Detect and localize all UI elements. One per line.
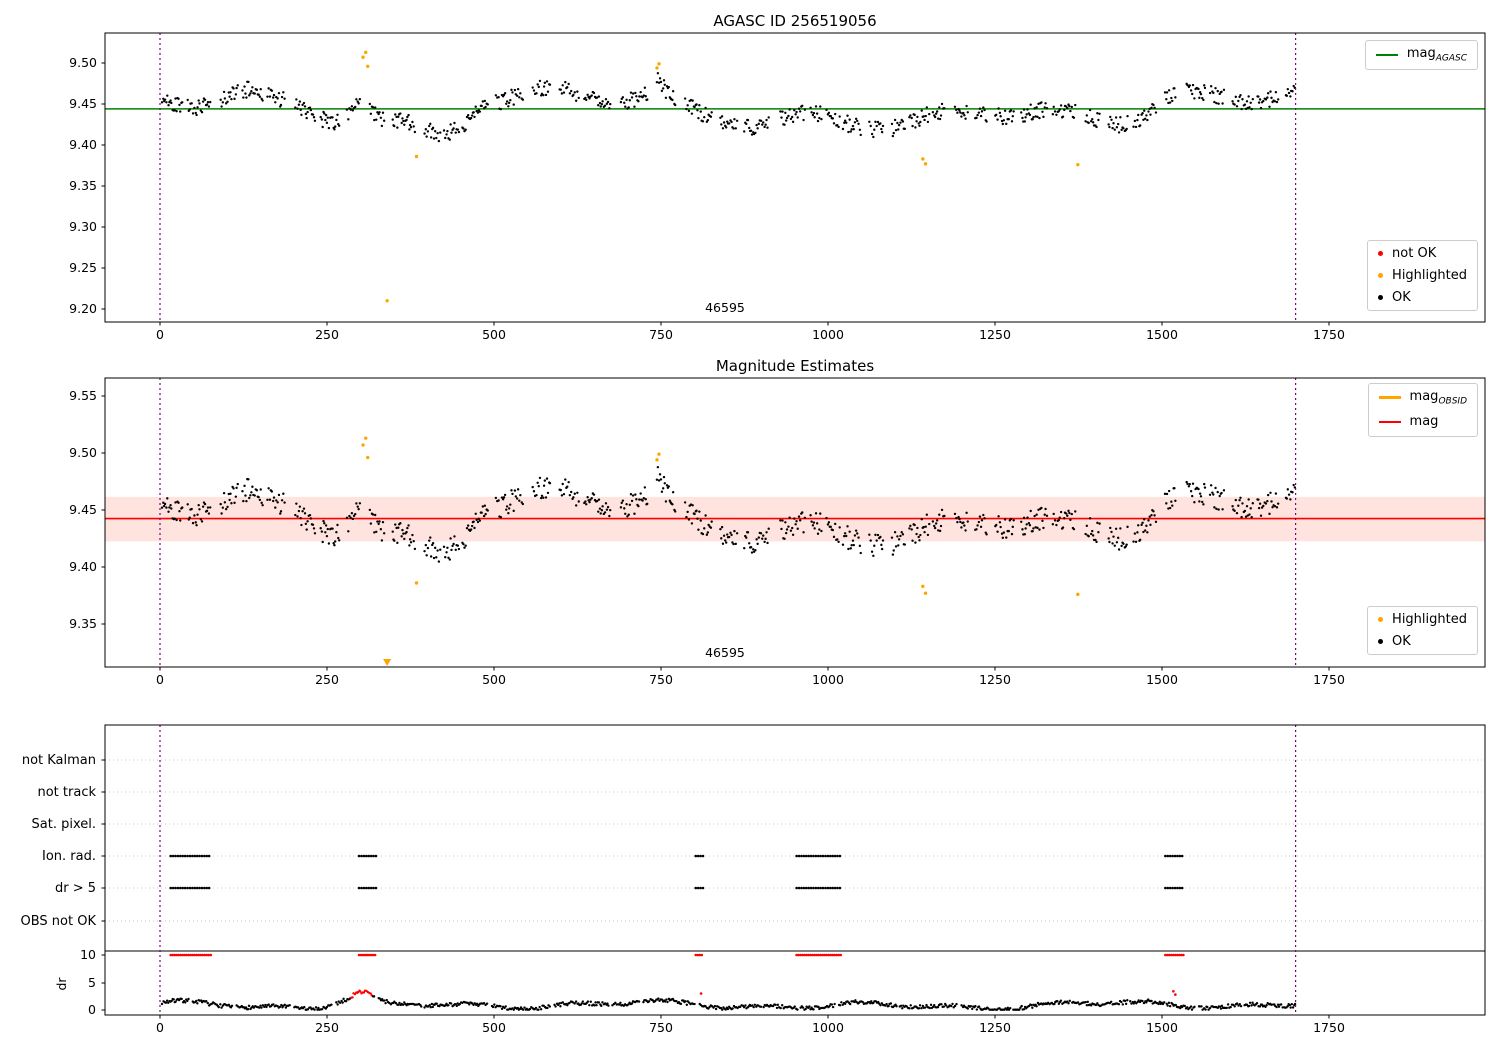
svg-text:500: 500 [482,672,506,687]
highlighted-marker-icon [1378,273,1384,278]
legend-item-mag: mag [1378,413,1467,432]
svg-text:0: 0 [156,1020,164,1035]
svg-text:9.50: 9.50 [69,445,97,460]
svg-text:750: 750 [649,1020,673,1035]
svg-text:0: 0 [88,1002,96,1017]
plot2-points-legend: Highlighted OK [1367,606,1478,655]
svg-text:250: 250 [315,672,339,687]
mag-line-swatch [1378,421,1401,424]
svg-text:9.55: 9.55 [69,388,97,403]
legend-item-highlighted: Highlighted [1378,268,1467,283]
mag-obsid-line-swatch [1378,396,1401,400]
legend-label-mag-agasc: magAGASC [1406,46,1467,64]
legend-item-not-ok: not OK [1378,246,1467,261]
legend-label-mag-obsid: magOBSID [1409,389,1467,407]
legend-label-mag: mag [1409,413,1439,429]
svg-text:1500: 1500 [1146,327,1178,342]
mag-agasc-line-swatch [1375,53,1398,56]
svg-text:9.25: 9.25 [69,260,97,275]
legend-item-mag-obsid: magOBSID [1378,389,1467,407]
svg-text:9.40: 9.40 [69,137,97,152]
svg-text:not track: not track [37,785,96,800]
svg-text:1750: 1750 [1313,327,1345,342]
svg-text:500: 500 [482,1020,506,1035]
svg-text:750: 750 [649,672,673,687]
svg-text:46595: 46595 [705,300,745,315]
svg-text:9.50: 9.50 [69,55,97,70]
svg-text:1000: 1000 [812,672,844,687]
plot2-title: Magnitude Estimates [715,357,875,375]
plot1-title: AGASC ID 256519056 [713,12,877,30]
svg-text:9.45: 9.45 [69,96,97,111]
legend-label-highlighted-2: Highlighted [1392,612,1467,627]
svg-text:1750: 1750 [1313,1020,1345,1035]
svg-text:9.35: 9.35 [69,178,97,193]
plot1-line-legend: magAGASC [1364,40,1478,70]
legend-label-ok: OK [1392,290,1411,305]
legend-item-highlighted-2: Highlighted [1378,612,1467,627]
svg-text:1250: 1250 [979,327,1011,342]
svg-text:1750: 1750 [1313,672,1345,687]
svg-text:250: 250 [315,1020,339,1035]
svg-text:1250: 1250 [979,1020,1011,1035]
svg-text:1000: 1000 [812,327,844,342]
svg-text:0: 0 [156,327,164,342]
svg-text:not Kalman: not Kalman [22,753,96,768]
plot2-line-legend: magOBSID mag [1367,383,1478,438]
not-ok-marker-icon [1378,251,1384,256]
svg-text:46595: 46595 [705,645,745,660]
svg-text:dr > 5: dr > 5 [55,881,96,896]
svg-text:1500: 1500 [1146,1020,1178,1035]
svg-text:1250: 1250 [979,672,1011,687]
svg-text:9.30: 9.30 [69,219,97,234]
ok-marker-icon [1378,295,1384,300]
svg-text:500: 500 [482,327,506,342]
svg-text:dr: dr [54,977,69,991]
legend-item-ok: OK [1378,290,1467,305]
svg-text:Ion. rad.: Ion. rad. [42,849,96,864]
svg-text:9.45: 9.45 [69,502,97,517]
plot1-points-legend: not OK Highlighted OK [1367,240,1478,311]
svg-text:5: 5 [88,975,96,990]
legend-item-mag-agasc: magAGASC [1375,46,1467,64]
legend-item-ok-2: OK [1378,634,1467,649]
svg-text:9.35: 9.35 [69,616,97,631]
svg-text:1000: 1000 [812,1020,844,1035]
svg-text:9.40: 9.40 [69,559,97,574]
svg-text:1500: 1500 [1146,672,1178,687]
legend-label-ok-2: OK [1392,634,1411,649]
svg-text:OBS not OK: OBS not OK [21,914,97,929]
svg-text:0: 0 [156,672,164,687]
highlighted-marker-icon [1378,617,1384,622]
svg-text:10: 10 [80,947,96,962]
svg-text:750: 750 [649,327,673,342]
ok-marker-icon [1378,639,1384,644]
svg-text:Sat. pixel.: Sat. pixel. [32,817,96,832]
legend-label-highlighted: Highlighted [1392,268,1467,283]
legend-label-not-ok: not OK [1392,246,1437,261]
svg-text:250: 250 [315,327,339,342]
svg-text:9.20: 9.20 [69,301,97,316]
